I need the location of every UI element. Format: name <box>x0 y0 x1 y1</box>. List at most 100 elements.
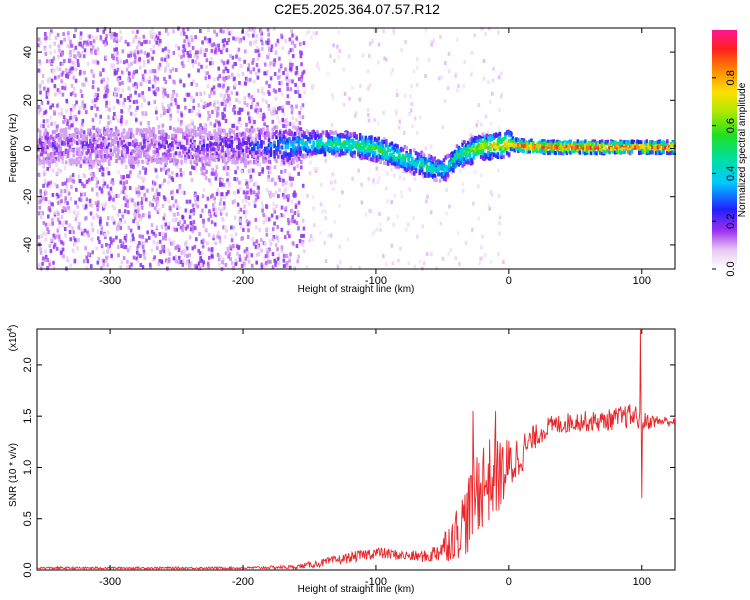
spectrogram-cell <box>154 150 157 155</box>
spectrogram-cell <box>111 204 115 209</box>
spectrogram-cell <box>158 130 161 134</box>
spectrogram-cell <box>41 112 44 117</box>
spectrogram-cell <box>334 145 338 150</box>
spectrogram-cell <box>360 146 364 150</box>
spectrogram-cell <box>265 80 268 85</box>
spectrogram-cell <box>189 131 193 135</box>
spectrogram-cell <box>104 90 107 95</box>
spectrogram-cell <box>202 151 206 156</box>
spectrogram-cell <box>489 121 493 126</box>
spectrogram-cell <box>404 40 407 45</box>
spectrogram-cell <box>172 152 176 157</box>
spectrogram-cell <box>269 61 272 66</box>
spectrogram-cell <box>269 242 273 246</box>
spectrogram-cell <box>37 172 41 177</box>
spectrogram-cell <box>96 144 100 149</box>
spectrogram-cell <box>167 49 171 54</box>
spectrogram-cell <box>372 180 376 185</box>
spectrogram-cell <box>383 160 386 165</box>
spectrogram-cell <box>40 147 44 152</box>
spectrogram-cell <box>171 135 174 140</box>
spectrogram-cell <box>202 105 206 109</box>
spectrogram-cell <box>446 86 450 91</box>
spectrogram-cell <box>228 135 232 140</box>
spectrogram-cell <box>119 30 122 35</box>
spectrogram-cell <box>298 110 301 115</box>
spectrogram-cell <box>370 157 373 162</box>
spectrogram-cell <box>507 152 511 157</box>
spectrogram-cell <box>256 155 260 160</box>
spectrogram-cell <box>347 132 351 137</box>
spectrogram-cell <box>584 147 587 152</box>
spectrogram-cell <box>225 48 229 53</box>
spectrogram-cell <box>273 131 276 136</box>
spectrogram-cell <box>165 54 169 59</box>
spectrogram-cell <box>367 113 370 117</box>
spectrogram-cell <box>484 114 488 119</box>
spectrogram-cell <box>253 200 257 205</box>
spectrogram-cell <box>135 153 139 157</box>
spectrogram-cell <box>109 195 113 200</box>
spectrogram-cell <box>99 128 103 133</box>
spectrogram-cell <box>56 88 60 93</box>
spectrogram-cell <box>87 177 91 182</box>
spectrogram-cell <box>180 140 184 145</box>
spectrogram-cell <box>569 139 572 144</box>
spectrogram-cell <box>128 142 131 146</box>
spectrogram-cell <box>228 128 232 133</box>
spectrogram-cell <box>69 39 72 44</box>
spectrogram-cell <box>232 153 235 158</box>
spectrogram-cell <box>442 163 446 168</box>
spectrogram-cell <box>132 100 136 105</box>
spectrogram-cell <box>165 149 168 154</box>
spectrogram-cell <box>48 76 51 81</box>
spectrogram-cell <box>261 46 264 51</box>
spectrogram-cell <box>381 139 384 144</box>
spectrogram-cell <box>141 133 144 138</box>
spectrogram-cell <box>141 111 144 116</box>
spectrogram-cell <box>316 130 319 135</box>
spectrogram-cell <box>435 178 438 183</box>
spectrogram-cell <box>198 265 201 270</box>
spectrogram-cell <box>95 184 99 189</box>
spectrogram-cell <box>223 131 226 136</box>
spectrogram-cell <box>254 108 257 113</box>
spectrogram-cell <box>585 149 589 154</box>
spectrogram-cell <box>248 251 251 256</box>
spectrogram-cell <box>75 213 79 218</box>
spectrogram-cell <box>578 150 582 155</box>
spectrogram-cell <box>74 134 77 139</box>
spectrogram-cell <box>159 132 163 137</box>
spectrogram-cell <box>48 31 52 36</box>
spectrogram-cell <box>121 212 124 216</box>
spectrogram-cell <box>338 49 342 53</box>
spectrogram-cell <box>267 51 271 56</box>
spectrogram-cell <box>69 115 72 120</box>
spectrogram-cell <box>147 235 151 240</box>
spectrogram-cell <box>67 177 70 182</box>
spectrogram-cell <box>265 204 268 209</box>
spectrogram-cell <box>182 190 186 195</box>
spectrogram-cell <box>584 143 587 148</box>
spectrogram-cell <box>489 100 492 105</box>
spectrogram-cell <box>93 95 96 100</box>
spectrogram-cell <box>169 156 172 161</box>
spectrogram-cell <box>441 256 445 261</box>
spectrogram-cell <box>47 181 50 186</box>
spectrogram-cell <box>254 39 258 44</box>
spectrogram-cell <box>550 141 554 146</box>
spectrogram-cell <box>122 181 126 186</box>
spectrogram-cell <box>148 79 151 84</box>
spectrogram-cell <box>288 265 292 270</box>
spectrogram-cell <box>221 192 224 197</box>
spectrogram-cell <box>267 177 270 182</box>
spectrogram-cell <box>591 141 595 146</box>
spectrogram-cell <box>102 143 105 148</box>
spectrogram-cell <box>552 139 556 144</box>
spectrogram-cell <box>284 205 288 210</box>
spectrogram-cell <box>489 142 492 147</box>
spectrogram-cell <box>51 154 55 159</box>
spectrogram-cell <box>286 144 289 149</box>
spectrogram-cell <box>535 142 539 147</box>
spectrogram-cell <box>63 59 66 63</box>
